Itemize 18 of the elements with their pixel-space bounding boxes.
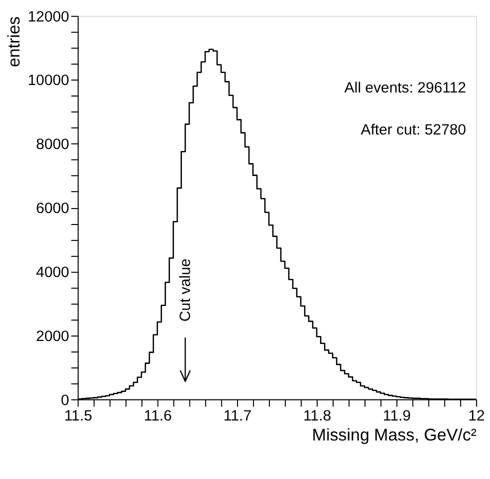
y-tick-label: 12000	[28, 8, 70, 26]
annotation: All events: 296112	[344, 80, 466, 97]
x-tick-label: 11.7	[224, 408, 252, 425]
y-tick-label: 4000	[36, 264, 70, 281]
y-tick-label: 10000	[28, 72, 70, 90]
x-tick-label: 11.8	[303, 408, 332, 425]
x-axis-title: Missing Mass, GeV/c²	[312, 426, 477, 445]
x-tick-label: 11.6	[144, 408, 172, 425]
y-tick-label: 8000	[36, 136, 70, 154]
annotation: Cut value	[177, 258, 194, 322]
y-tick-label: 0	[60, 392, 70, 409]
y-tick-label: 6000	[36, 200, 70, 218]
x-tick-label: 11.9	[382, 408, 411, 425]
y-tick-label: 2000	[36, 328, 70, 345]
x-tick-label: 11.5	[64, 408, 92, 425]
x-tick-label: 12	[468, 408, 485, 425]
y-axis-title: entries	[4, 16, 24, 68]
annotation: After cut: 52780	[360, 121, 466, 138]
